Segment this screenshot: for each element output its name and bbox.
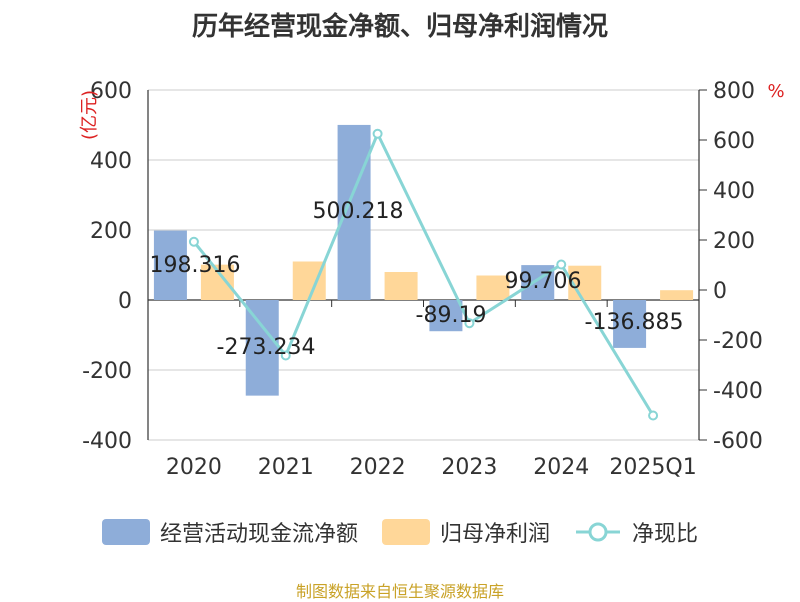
bar-cash-flow bbox=[613, 300, 647, 348]
x-tick-label: 2021 bbox=[258, 455, 314, 480]
legend-swatch-cash-flow bbox=[101, 519, 150, 545]
left-tick-label: 200 bbox=[90, 219, 132, 244]
point-ratio bbox=[280, 350, 291, 361]
point-ratio bbox=[556, 259, 567, 270]
line-ratio bbox=[192, 130, 655, 417]
data-label-cash-flow: 99.706 bbox=[505, 269, 582, 294]
point-ratio bbox=[188, 236, 199, 247]
legend-swatch-net-profit bbox=[381, 519, 430, 545]
x-tick-label: 2022 bbox=[350, 455, 406, 480]
x-tick-label: 2023 bbox=[441, 455, 497, 480]
left-tick-label: 0 bbox=[118, 289, 132, 314]
legend-item-cash-flow[interactable]: 经营活动现金流净额 bbox=[101, 516, 358, 548]
legend-label-net-profit: 归母净利润 bbox=[439, 522, 550, 547]
source-note: 制图数据来自恒生聚源数据库 bbox=[295, 582, 504, 601]
right-tick-label: 800 bbox=[713, 79, 755, 104]
bar-cash-flow bbox=[245, 300, 279, 396]
x-tick-label: 2024 bbox=[533, 455, 589, 480]
bar-net-profit bbox=[384, 272, 418, 300]
chart-title: 历年经营现金净额、归母净利润情况 bbox=[191, 12, 608, 42]
point-ratio bbox=[372, 128, 383, 139]
legend-item-net-profit[interactable]: 归母净利润 bbox=[381, 516, 550, 548]
bar-cash-flow bbox=[153, 230, 187, 300]
legend-item-ratio[interactable]: 净现比 bbox=[574, 516, 698, 548]
left-axis-unit-label: (亿元) bbox=[79, 90, 100, 140]
data-label-cash-flow: 198.316 bbox=[150, 253, 241, 278]
data-label-cash-flow: 500.218 bbox=[313, 199, 404, 224]
left-tick-label: 400 bbox=[90, 149, 132, 174]
data-label-cash-flow: -136.885 bbox=[585, 310, 684, 335]
bar-cash-flow bbox=[429, 300, 463, 332]
chart-canvas: 600 400 200 0 -200 -400 800 600 400 200 0 -200 -400 -… bbox=[79, 79, 785, 480]
right-tick-label: 400 bbox=[713, 179, 755, 204]
legend-line-marker-icon bbox=[576, 522, 620, 542]
right-tick-label: 600 bbox=[713, 129, 755, 154]
left-tick-label: -400 bbox=[82, 429, 132, 454]
right-tick-label: -400 bbox=[713, 379, 763, 404]
x-tick-label: 2020 bbox=[166, 455, 222, 480]
point-ratio bbox=[464, 318, 475, 329]
left-tick-label: -200 bbox=[82, 359, 132, 384]
bar-net-profit bbox=[660, 290, 694, 300]
bar-net-profit bbox=[292, 261, 326, 300]
right-tick-label: -600 bbox=[713, 429, 763, 454]
x-tick-label: 2025Q1 bbox=[609, 455, 696, 480]
legend-label-cash-flow: 经营活动现金流净额 bbox=[159, 522, 358, 547]
legend-label-ratio: 净现比 bbox=[632, 522, 699, 547]
right-tick-label: -200 bbox=[713, 329, 763, 354]
left-tick-label: 600 bbox=[90, 79, 132, 104]
data-label-cash-flow: -89.19 bbox=[416, 303, 487, 328]
right-axis-unit-label: % bbox=[767, 81, 784, 102]
legend: 经营活动现金流净额 归母净利润 净现比 bbox=[0, 516, 800, 548]
bar-cash-flow bbox=[337, 124, 371, 300]
data-label-cash-flow: -273.234 bbox=[217, 335, 316, 360]
point-ratio bbox=[648, 410, 659, 421]
right-tick-label: 200 bbox=[713, 229, 755, 254]
right-tick-label: 0 bbox=[713, 279, 727, 304]
bar-net-profit bbox=[476, 275, 510, 300]
